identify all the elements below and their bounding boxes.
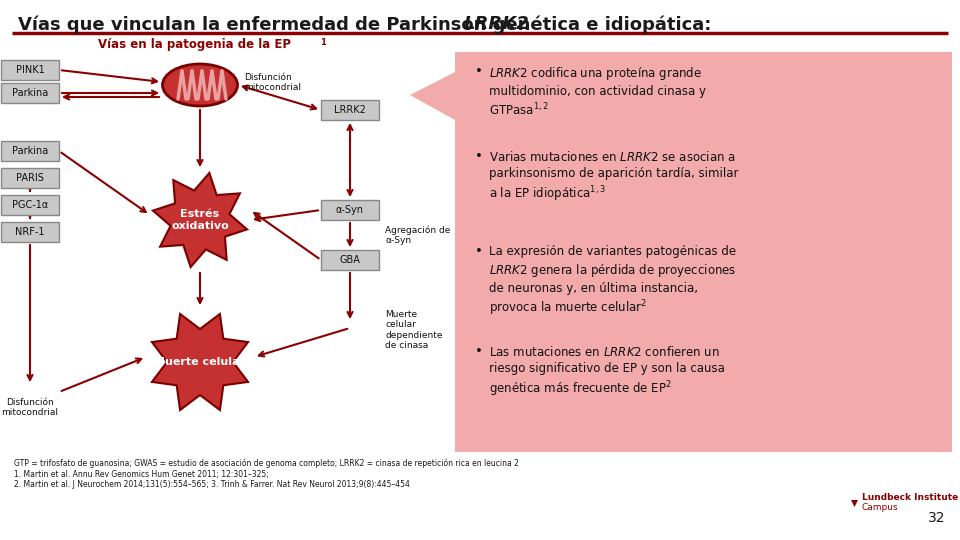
Text: PGC-1α: PGC-1α: [12, 200, 48, 210]
Text: Agregación de
α-Syn: Agregación de α-Syn: [385, 225, 450, 245]
Polygon shape: [851, 500, 858, 507]
FancyBboxPatch shape: [1, 222, 59, 242]
FancyBboxPatch shape: [1, 83, 59, 103]
Text: Las mutaciones en $\it{LRRK2}$ confieren un
riesgo significativo de EP y son la : Las mutaciones en $\it{LRRK2}$ confieren…: [489, 345, 725, 399]
Polygon shape: [410, 72, 455, 120]
FancyBboxPatch shape: [455, 52, 952, 452]
Text: 1. Martin et al. Annu Rev Genomics Hum Genet 2011; 12:301–325;: 1. Martin et al. Annu Rev Genomics Hum G…: [14, 470, 269, 479]
Text: 2. Martin et al. J Neurochem 2014;131(5):554–565; 3. Trinh & Farrer. Nat Rev Neu: 2. Martin et al. J Neurochem 2014;131(5)…: [14, 480, 410, 489]
Text: •: •: [475, 245, 483, 258]
FancyBboxPatch shape: [1, 60, 59, 80]
Text: PINK1: PINK1: [15, 65, 44, 75]
Text: 1: 1: [320, 38, 325, 47]
Text: Estrés
oxidativo: Estrés oxidativo: [171, 209, 228, 231]
Text: Vías en la patogenia de la EP: Vías en la patogenia de la EP: [99, 38, 292, 51]
FancyBboxPatch shape: [1, 141, 59, 161]
Text: LRRK2: LRRK2: [464, 15, 529, 33]
Ellipse shape: [162, 64, 237, 106]
Text: $\it{LRRK2}$ codifica una proteína grande
multidominio, con actividad cinasa y
G: $\it{LRRK2}$ codifica una proteína grand…: [489, 65, 706, 119]
FancyBboxPatch shape: [321, 250, 379, 270]
Text: Parkina: Parkina: [12, 88, 48, 98]
Text: Muerte celular: Muerte celular: [155, 357, 246, 367]
Polygon shape: [152, 314, 248, 410]
Text: α-Syn: α-Syn: [336, 205, 364, 215]
FancyBboxPatch shape: [321, 100, 379, 120]
Text: Parkina: Parkina: [12, 146, 48, 156]
Text: La expresión de variantes patogénicas de
$\it{LRRK2}$ genera la pérdida de proye: La expresión de variantes patogénicas de…: [489, 245, 736, 319]
Text: Disfunción
mitocondrial: Disfunción mitocondrial: [2, 398, 59, 417]
Text: •: •: [475, 150, 483, 163]
Text: Vías que vinculan la enfermedad de Parkinson genética e idiopática:: Vías que vinculan la enfermedad de Parki…: [18, 15, 718, 33]
Text: Muerte
celular
dependiente
de cinasa: Muerte celular dependiente de cinasa: [385, 310, 443, 350]
FancyBboxPatch shape: [1, 168, 59, 188]
Text: GTP = trifosfato de guanosina; GWAS = estudio de asociación de genoma completo; : GTP = trifosfato de guanosina; GWAS = es…: [14, 458, 518, 468]
Text: PARIS: PARIS: [16, 173, 44, 183]
Text: LRRK2: LRRK2: [334, 105, 366, 115]
Text: Lundbeck Institute: Lundbeck Institute: [862, 493, 958, 502]
Text: Varias mutaciones en $\it{LRRK2}$ se asocian a
parkinsonismo de aparición tardía: Varias mutaciones en $\it{LRRK2}$ se aso…: [489, 150, 738, 204]
Text: Campus: Campus: [862, 503, 899, 512]
FancyBboxPatch shape: [1, 195, 59, 215]
FancyBboxPatch shape: [321, 200, 379, 220]
Polygon shape: [153, 173, 247, 267]
Text: •: •: [475, 65, 483, 78]
Text: NRF-1: NRF-1: [15, 227, 45, 237]
Text: Disfunción
mitocondrial: Disfunción mitocondrial: [244, 73, 301, 92]
Text: GBA: GBA: [340, 255, 360, 265]
Text: 32: 32: [927, 511, 945, 525]
Text: •: •: [475, 345, 483, 358]
